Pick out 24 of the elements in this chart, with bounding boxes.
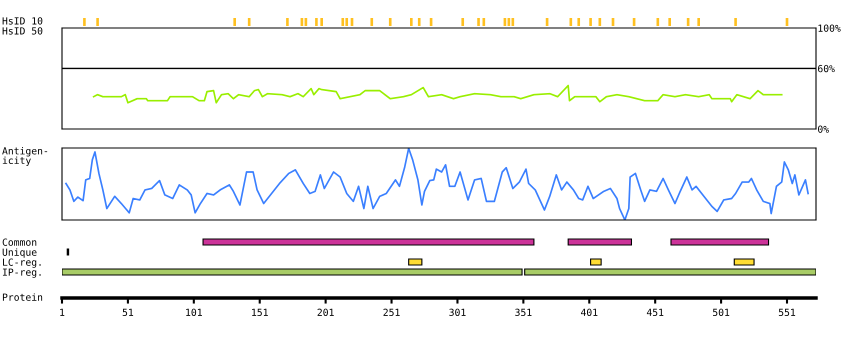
x-tick-label: 301 (449, 308, 466, 316)
x-tick-label: 101 (186, 308, 202, 316)
y-axis-title: HsID 50 (2, 27, 42, 35)
y-tick-label: 0% (818, 126, 829, 133)
category-label: LC-reg. (3, 258, 41, 268)
y-tick-label: 60% (818, 64, 835, 72)
x-tick-label: 1 (60, 308, 64, 316)
y-axis-title: HsID 10 (2, 17, 42, 25)
x-tick-label: 151 (252, 308, 268, 316)
x-tick-label: 251 (383, 308, 400, 316)
x-tick-label: 401 (580, 308, 598, 316)
x-tick-label: 451 (646, 308, 664, 316)
x-axis-title: Protein (2, 293, 42, 301)
category-label: IP-reg. (2, 268, 41, 278)
category-label: Common (2, 238, 36, 246)
y-axis-title: Antigen- icity (2, 147, 48, 166)
category-label: Unique (2, 248, 37, 258)
line-series (92, 84, 783, 104)
x-tick-label: 51 (122, 308, 134, 316)
y-tick-label: 100% (818, 24, 841, 32)
x-tick-label: 351 (515, 308, 532, 316)
x-tick-label: 551 (778, 308, 796, 316)
x-tick-label: 201 (318, 308, 334, 316)
x-tick-label: 501 (712, 308, 730, 316)
